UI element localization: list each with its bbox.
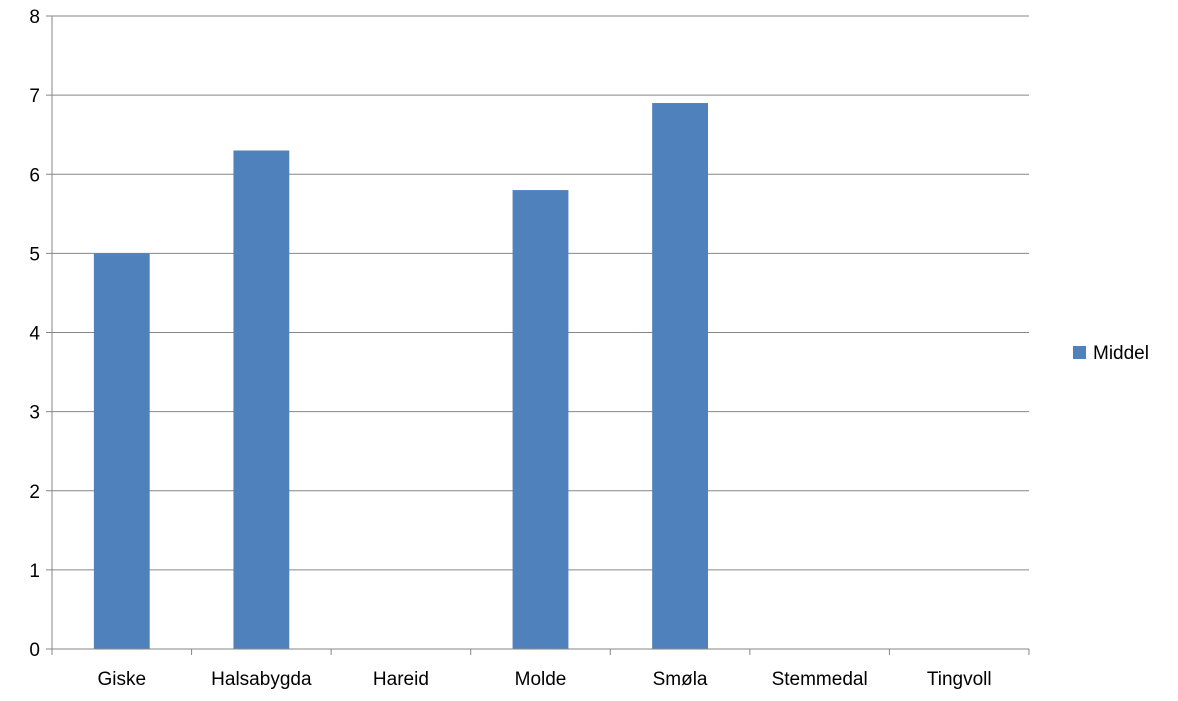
legend-swatch-middel (1073, 346, 1086, 359)
y-tick-label: 4 (29, 324, 40, 345)
y-tick-label: 3 (29, 403, 40, 424)
x-tick-label: Tingvoll (927, 669, 992, 690)
y-tick-label: 8 (29, 7, 40, 28)
y-tick-label: 2 (29, 482, 40, 503)
x-tick-label: Hareid (373, 669, 429, 690)
y-tick-label: 1 (29, 561, 40, 582)
legend: Middel (1073, 343, 1149, 364)
y-tick-label: 5 (29, 244, 40, 265)
bar-smøla (652, 103, 708, 650)
bar-giske (93, 253, 150, 649)
x-tick-label: Smøla (653, 669, 708, 690)
x-tick-labels: Giske Halsabygda Hareid Molde Smøla Stemmedal… (97, 669, 991, 690)
y-tick-label: 7 (29, 86, 40, 107)
y-tick-label: 6 (29, 165, 40, 186)
x-tick-label: Giske (97, 669, 146, 690)
axes (46, 15, 1030, 655)
bar-halsabygda (233, 150, 290, 649)
x-tick-label: Molde (515, 669, 567, 690)
x-tick-label: Halsabygda (211, 669, 312, 690)
y-tick-label: 0 (29, 640, 40, 661)
bar-molde (512, 190, 569, 649)
legend-label-middel: Middel (1093, 343, 1149, 364)
bars (93, 103, 708, 650)
x-tick-label: Stemmedal (772, 669, 868, 690)
y-tick-labels: 0 1 2 3 4 5 6 7 8 (29, 7, 40, 661)
